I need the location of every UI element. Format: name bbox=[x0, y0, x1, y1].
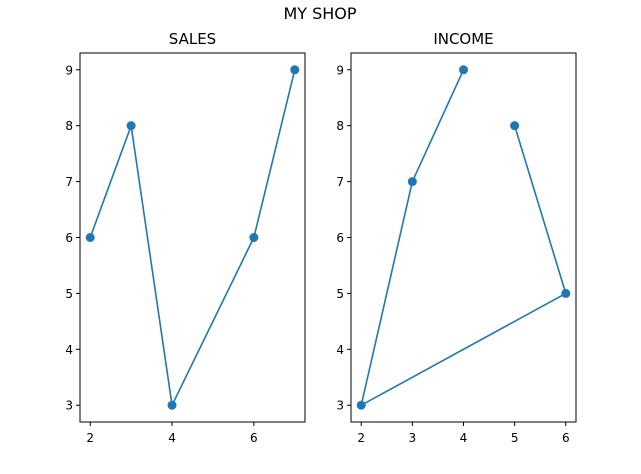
income-data-point bbox=[561, 288, 571, 298]
sales-ytick-label: 4 bbox=[65, 343, 73, 357]
sales-ytick-label: 5 bbox=[65, 287, 73, 301]
income-ytick-label: 8 bbox=[336, 119, 344, 133]
income-xtick-label: 4 bbox=[460, 431, 468, 445]
income-data-point bbox=[407, 177, 417, 187]
figure-title: MY SHOP bbox=[283, 4, 356, 23]
income-data-point bbox=[356, 400, 366, 410]
sales-data-point bbox=[290, 65, 300, 75]
income-ytick-label: 5 bbox=[336, 287, 344, 301]
income-ytick-label: 3 bbox=[336, 399, 344, 413]
sales-xtick-label: 2 bbox=[86, 431, 94, 445]
sales-xtick-label: 6 bbox=[250, 431, 258, 445]
income-plot-area: 2 3 4 5 6 3 4 5 6 7 8 9 bbox=[336, 52, 577, 445]
income-subplot: INCOME 2 3 4 5 6 3 4 5 6 7 8 9 bbox=[336, 30, 577, 445]
income-title: INCOME bbox=[433, 30, 493, 48]
income-ytick-label: 4 bbox=[336, 343, 344, 357]
income-data-point bbox=[459, 65, 468, 75]
sales-data-point bbox=[167, 400, 177, 410]
sales-xtick-label: 4 bbox=[168, 431, 176, 445]
sales-ytick-label: 8 bbox=[65, 119, 73, 133]
income-ytick-label: 9 bbox=[336, 63, 344, 77]
income-data-point bbox=[510, 121, 520, 131]
sales-ytick-label: 9 bbox=[65, 63, 73, 77]
income-series-line bbox=[360, 69, 567, 407]
income-xtick-label: 5 bbox=[511, 431, 519, 445]
sales-ytick-label: 6 bbox=[65, 231, 73, 245]
income-axes-frame bbox=[350, 52, 577, 423]
income-ytick-label: 6 bbox=[336, 231, 344, 245]
income-xtick-label: 2 bbox=[357, 431, 365, 445]
sales-plot-area: 2 4 6 3 4 5 6 7 8 9 bbox=[65, 52, 306, 445]
sales-series-line bbox=[89, 69, 296, 407]
income-xtick-label: 3 bbox=[409, 431, 417, 445]
income-xtick-label: 6 bbox=[562, 431, 570, 445]
sales-axes-frame bbox=[79, 52, 306, 423]
sales-data-point bbox=[126, 121, 136, 131]
sales-ytick-label: 7 bbox=[65, 175, 73, 189]
sales-data-point bbox=[249, 233, 259, 242]
sales-subplot: SALES 2 4 6 3 4 5 6 7 8 9 bbox=[65, 30, 306, 445]
sales-title: SALES bbox=[169, 30, 216, 48]
sales-data-point bbox=[85, 233, 95, 242]
income-ytick-label: 7 bbox=[336, 175, 344, 189]
sales-ytick-label: 3 bbox=[65, 399, 73, 413]
